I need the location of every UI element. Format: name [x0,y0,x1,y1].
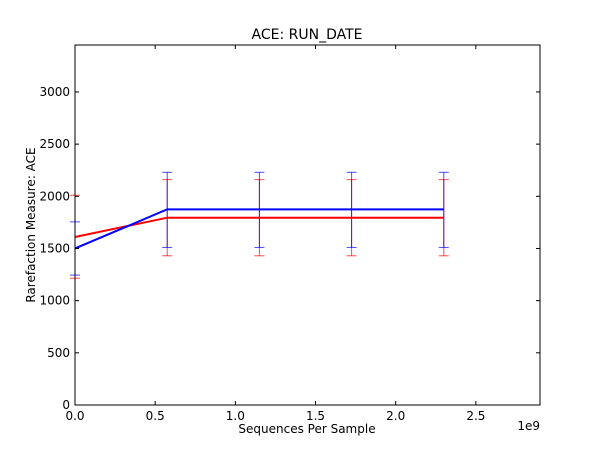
y-tick-label: 1500 [39,241,70,255]
x-tick-label: 2.0 [386,409,405,423]
x-tick-label: 0.0 [65,409,84,423]
x-axis-offset-label: 1e9 [517,419,540,433]
chart-title: ACE: RUN_DATE [252,27,363,43]
x-axis-label: Sequences Per Sample [238,422,375,436]
y-tick-label: 2000 [39,189,70,203]
plot-area [70,171,449,279]
y-tick-label: 500 [47,346,70,360]
axes: 0.0 0.5 1.0 1.5 2.0 2.5 0 500 1000 1500 2000 2500 30… [39,44,541,423]
y-tick-label: 3000 [39,85,70,99]
y-tick-label: 1000 [39,294,70,308]
y-tick-label: 0 [62,398,70,412]
y-axis-label: Rarefaction Measure: ACE [24,147,38,302]
plot-frame [74,44,541,406]
x-tick-label: 1.5 [306,409,325,423]
y-tick-label: 2500 [39,137,70,151]
x-tick-label: 2.5 [466,409,485,423]
x-tick-label: 1.0 [226,409,245,423]
x-tick-label: 0.5 [146,409,165,423]
